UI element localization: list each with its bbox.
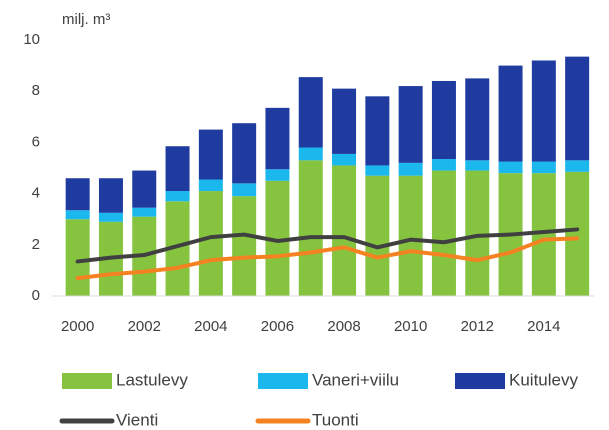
- bar-segment: [198, 191, 223, 296]
- x-tick-label: 2012: [461, 318, 494, 335]
- bar-segment: [332, 165, 357, 296]
- bar-segment: [365, 96, 390, 166]
- legend-label: Vaneri+viilu: [312, 370, 399, 389]
- y-tick-label: 10: [23, 31, 40, 48]
- bar-segment: [165, 191, 190, 202]
- y-tick-label: 8: [32, 82, 40, 99]
- bar-segment: [98, 212, 123, 222]
- bar-segment: [232, 196, 257, 296]
- legend-swatch: [62, 373, 112, 389]
- legend-label: Vienti: [116, 410, 158, 429]
- legend-label: Kuitulevy: [509, 370, 578, 389]
- bar-segment: [198, 179, 223, 192]
- bar-segment: [565, 171, 590, 296]
- bar-segment: [298, 160, 323, 296]
- legend-swatch: [258, 373, 308, 389]
- bar-segment: [498, 65, 523, 162]
- bar-segment: [265, 107, 290, 170]
- x-tick-label: 2004: [194, 318, 227, 335]
- x-tick-label: 2008: [327, 318, 360, 335]
- bar-segment: [98, 178, 123, 213]
- bar-segment: [198, 129, 223, 180]
- bar-segment: [365, 165, 390, 176]
- y-axis-label: milj. m³: [62, 11, 110, 28]
- bar-segment: [565, 56, 590, 161]
- bar-segment: [332, 153, 357, 166]
- x-tick-label: 2000: [61, 318, 94, 335]
- x-tick-label: 2010: [394, 318, 427, 335]
- bar-segment: [431, 170, 456, 296]
- bar-segment: [431, 80, 456, 160]
- bar-segment: [65, 210, 90, 220]
- bar-segment: [431, 159, 456, 171]
- bar-segment: [498, 161, 523, 174]
- bar-segment: [65, 219, 90, 296]
- bar-segment: [565, 160, 590, 172]
- line-series: [75, 236, 580, 281]
- legend-label: Lastulevy: [116, 370, 188, 389]
- bar-segment: [398, 86, 423, 163]
- bar-segment: [398, 162, 423, 176]
- bar-segment: [298, 77, 323, 148]
- legend-swatch: [455, 373, 505, 389]
- bar-segment: [132, 170, 157, 208]
- y-tick-label: 4: [32, 185, 40, 202]
- bar-segment: [265, 169, 290, 181]
- y-tick-label: 6: [32, 133, 40, 150]
- bar-segment: [132, 207, 157, 217]
- bar-segment: [165, 146, 190, 192]
- x-tick-label: 2014: [527, 318, 560, 335]
- x-tick-label: 2002: [128, 318, 161, 335]
- bar-segment: [232, 183, 257, 197]
- bar-segment: [232, 123, 257, 184]
- y-tick-label: 2: [32, 236, 40, 253]
- bar-segment: [298, 147, 323, 161]
- bar-segment: [65, 178, 90, 211]
- legend-label: Tuonti: [312, 410, 359, 429]
- x-tick-label: 2006: [261, 318, 294, 335]
- line-series: [75, 227, 580, 264]
- bar-segment: [465, 160, 490, 171]
- y-tick-label: 0: [32, 287, 40, 304]
- bar-segment: [398, 175, 423, 296]
- bar-segment: [465, 170, 490, 296]
- bar-segment: [531, 60, 556, 162]
- bar-segment: [465, 78, 490, 161]
- bar-segment: [365, 175, 390, 296]
- bar-segment: [332, 88, 357, 154]
- bar-segment: [531, 161, 556, 174]
